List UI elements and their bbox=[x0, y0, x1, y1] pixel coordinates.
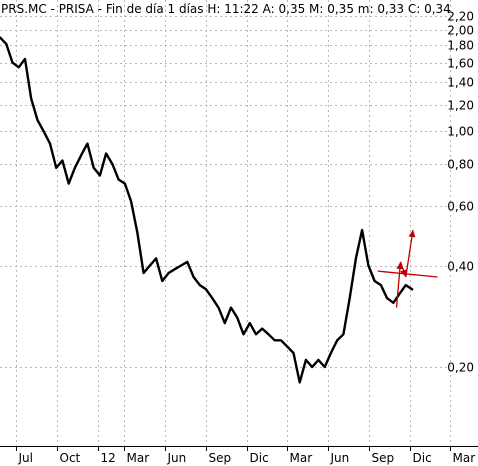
annotation-arrow-head bbox=[408, 230, 416, 238]
annotation-layer bbox=[377, 229, 438, 308]
x-tick-label: Mar bbox=[127, 451, 150, 465]
x-tick-label: Jun bbox=[330, 451, 350, 465]
y-tick-label: 0,40 bbox=[447, 260, 474, 274]
y-tick-label: 2,00 bbox=[447, 24, 474, 38]
x-tick-label: Dic bbox=[250, 451, 269, 465]
x-tick-label: Oct bbox=[60, 451, 81, 465]
price-series-line bbox=[0, 36, 414, 384]
annotation-trend-line bbox=[377, 270, 438, 278]
x-tick-label: Sep bbox=[372, 451, 395, 465]
x-tick-label: Jun bbox=[167, 451, 187, 465]
chart-title: PRS.MC - PRISA - Fin de día 1 días H: 11… bbox=[1, 2, 451, 16]
price-layer bbox=[0, 36, 414, 384]
y-tick-label: 0,60 bbox=[447, 200, 474, 214]
y-axis: 2,202,001,80 1,60 1,40 1,20 1,00 0,80 0,60 0,40… bbox=[447, 10, 474, 375]
y-tick-label: 2,20 bbox=[447, 10, 474, 24]
x-tick-label: 12 bbox=[101, 451, 116, 465]
y-tick-label: 0,20 bbox=[447, 361, 474, 375]
x-tick-label: Jul bbox=[18, 451, 33, 465]
y-tick-label: 1,60 bbox=[447, 57, 474, 71]
annotation-arrow-shaft bbox=[395, 261, 402, 308]
y-tick-label: 1,80 bbox=[447, 39, 474, 53]
x-tick-label: Dic bbox=[413, 451, 432, 465]
x-tick-label: Sep bbox=[209, 451, 232, 465]
grid-layer bbox=[0, 0, 451, 446]
y-tick-label: 1,20 bbox=[447, 99, 474, 113]
annotation-arrow-head bbox=[396, 261, 404, 270]
x-tick-label: Mar bbox=[290, 451, 313, 465]
x-axis: Jul Oct 12 Mar Jun Sep Dic Mar Jun Sep Dic Mar bbox=[16, 446, 476, 465]
y-tick-label: 0,80 bbox=[447, 158, 474, 172]
annotation-arrow-shaft bbox=[405, 229, 414, 278]
y-tick-label: 1,00 bbox=[447, 125, 474, 139]
y-tick-label: 1,40 bbox=[447, 76, 474, 90]
annotation-arrow-head bbox=[400, 269, 407, 277]
x-tick-label: Mar bbox=[453, 451, 476, 465]
